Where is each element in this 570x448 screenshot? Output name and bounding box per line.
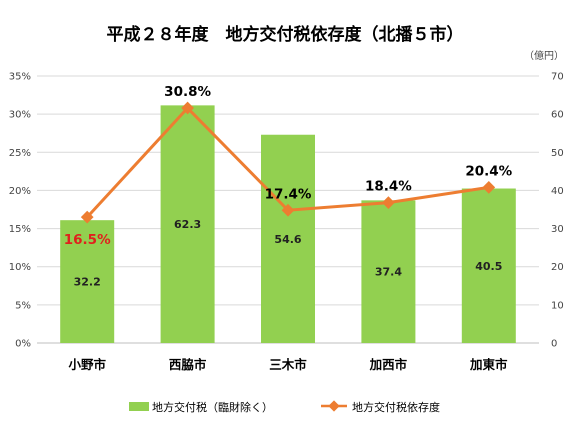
left-axis-tick-label: 20% <box>9 186 31 197</box>
left-axis-tick-label: 30% <box>9 110 31 121</box>
left-axis-tick-label: 5% <box>15 300 31 311</box>
bar-value-labels: 32.2 62.3 54.6 37.4 40.5 <box>74 218 503 288</box>
legend-label-line: 地方交付税依存度 <box>352 400 440 414</box>
bar <box>60 220 115 343</box>
bar-value-label: 37.4 <box>375 266 402 279</box>
legend-swatch-bar <box>129 402 149 411</box>
left-axis-tick-label: 35% <box>9 72 31 83</box>
right-axis-tick-label: 20 <box>551 262 564 273</box>
right-axis-tick-label: 60 <box>551 110 564 121</box>
left-axis-tick-label: 15% <box>9 224 31 235</box>
bar <box>261 134 315 343</box>
line-series <box>80 101 496 224</box>
category-axis: 小野市 西脇市 三木市 加西市 加東市 <box>67 357 508 372</box>
line-value-label: 16.5% <box>64 232 111 248</box>
category-label: 西脇市 <box>169 357 207 372</box>
line-marker <box>80 210 94 224</box>
category-label: 加西市 <box>369 357 408 372</box>
right-axis-tick-label: 50 <box>551 148 564 159</box>
legend-marker-line <box>328 400 340 412</box>
line-value-label: 30.8% <box>164 84 211 100</box>
bar-value-label: 62.3 <box>174 218 201 231</box>
category-label: 三木市 <box>269 357 307 372</box>
left-axis: 0% 5% 10% 15% 20% 25% 30% 35% <box>9 72 31 350</box>
line-value-labels: 16.5% 30.8% 17.4% 18.4% 20.4% <box>64 84 513 248</box>
right-axis-tick-label: 0 <box>551 339 557 350</box>
bar-value-label: 54.6 <box>274 233 301 246</box>
right-axis-tick-label: 10 <box>551 300 564 311</box>
right-axis-tick-label: 70 <box>551 72 564 83</box>
category-label: 加東市 <box>469 357 508 372</box>
left-axis-tick-label: 10% <box>9 262 31 273</box>
bar <box>160 105 215 344</box>
right-axis: 0 10 20 30 40 50 60 70 <box>551 72 564 350</box>
legend: 地方交付税（臨財除く） 地方交付税依存度 <box>129 400 440 414</box>
line-marker <box>382 196 395 209</box>
right-axis-tick-label: 40 <box>551 186 564 197</box>
left-axis-tick-label: 0% <box>15 339 31 350</box>
left-axis-tick-label: 25% <box>9 148 31 159</box>
chart-title: 平成２８年度 地方交付税依存度（北播５市） <box>107 24 464 45</box>
line-value-label: 18.4% <box>365 179 412 195</box>
bar <box>361 200 416 343</box>
line-value-label: 17.4% <box>265 186 312 202</box>
right-axis-tick-label: 30 <box>551 224 564 235</box>
bar-series <box>60 105 516 344</box>
line-marker <box>482 181 496 194</box>
bar-value-label: 40.5 <box>475 260 502 273</box>
line-value-label: 20.4% <box>465 163 512 179</box>
bar-value-label: 32.2 <box>74 276 101 289</box>
category-label: 小野市 <box>67 357 106 372</box>
line-marker <box>281 203 295 217</box>
right-axis-unit: （億円） <box>524 49 564 62</box>
legend-label-bar: 地方交付税（臨財除く） <box>152 400 273 414</box>
line-marker <box>181 101 194 115</box>
bar <box>461 188 516 343</box>
